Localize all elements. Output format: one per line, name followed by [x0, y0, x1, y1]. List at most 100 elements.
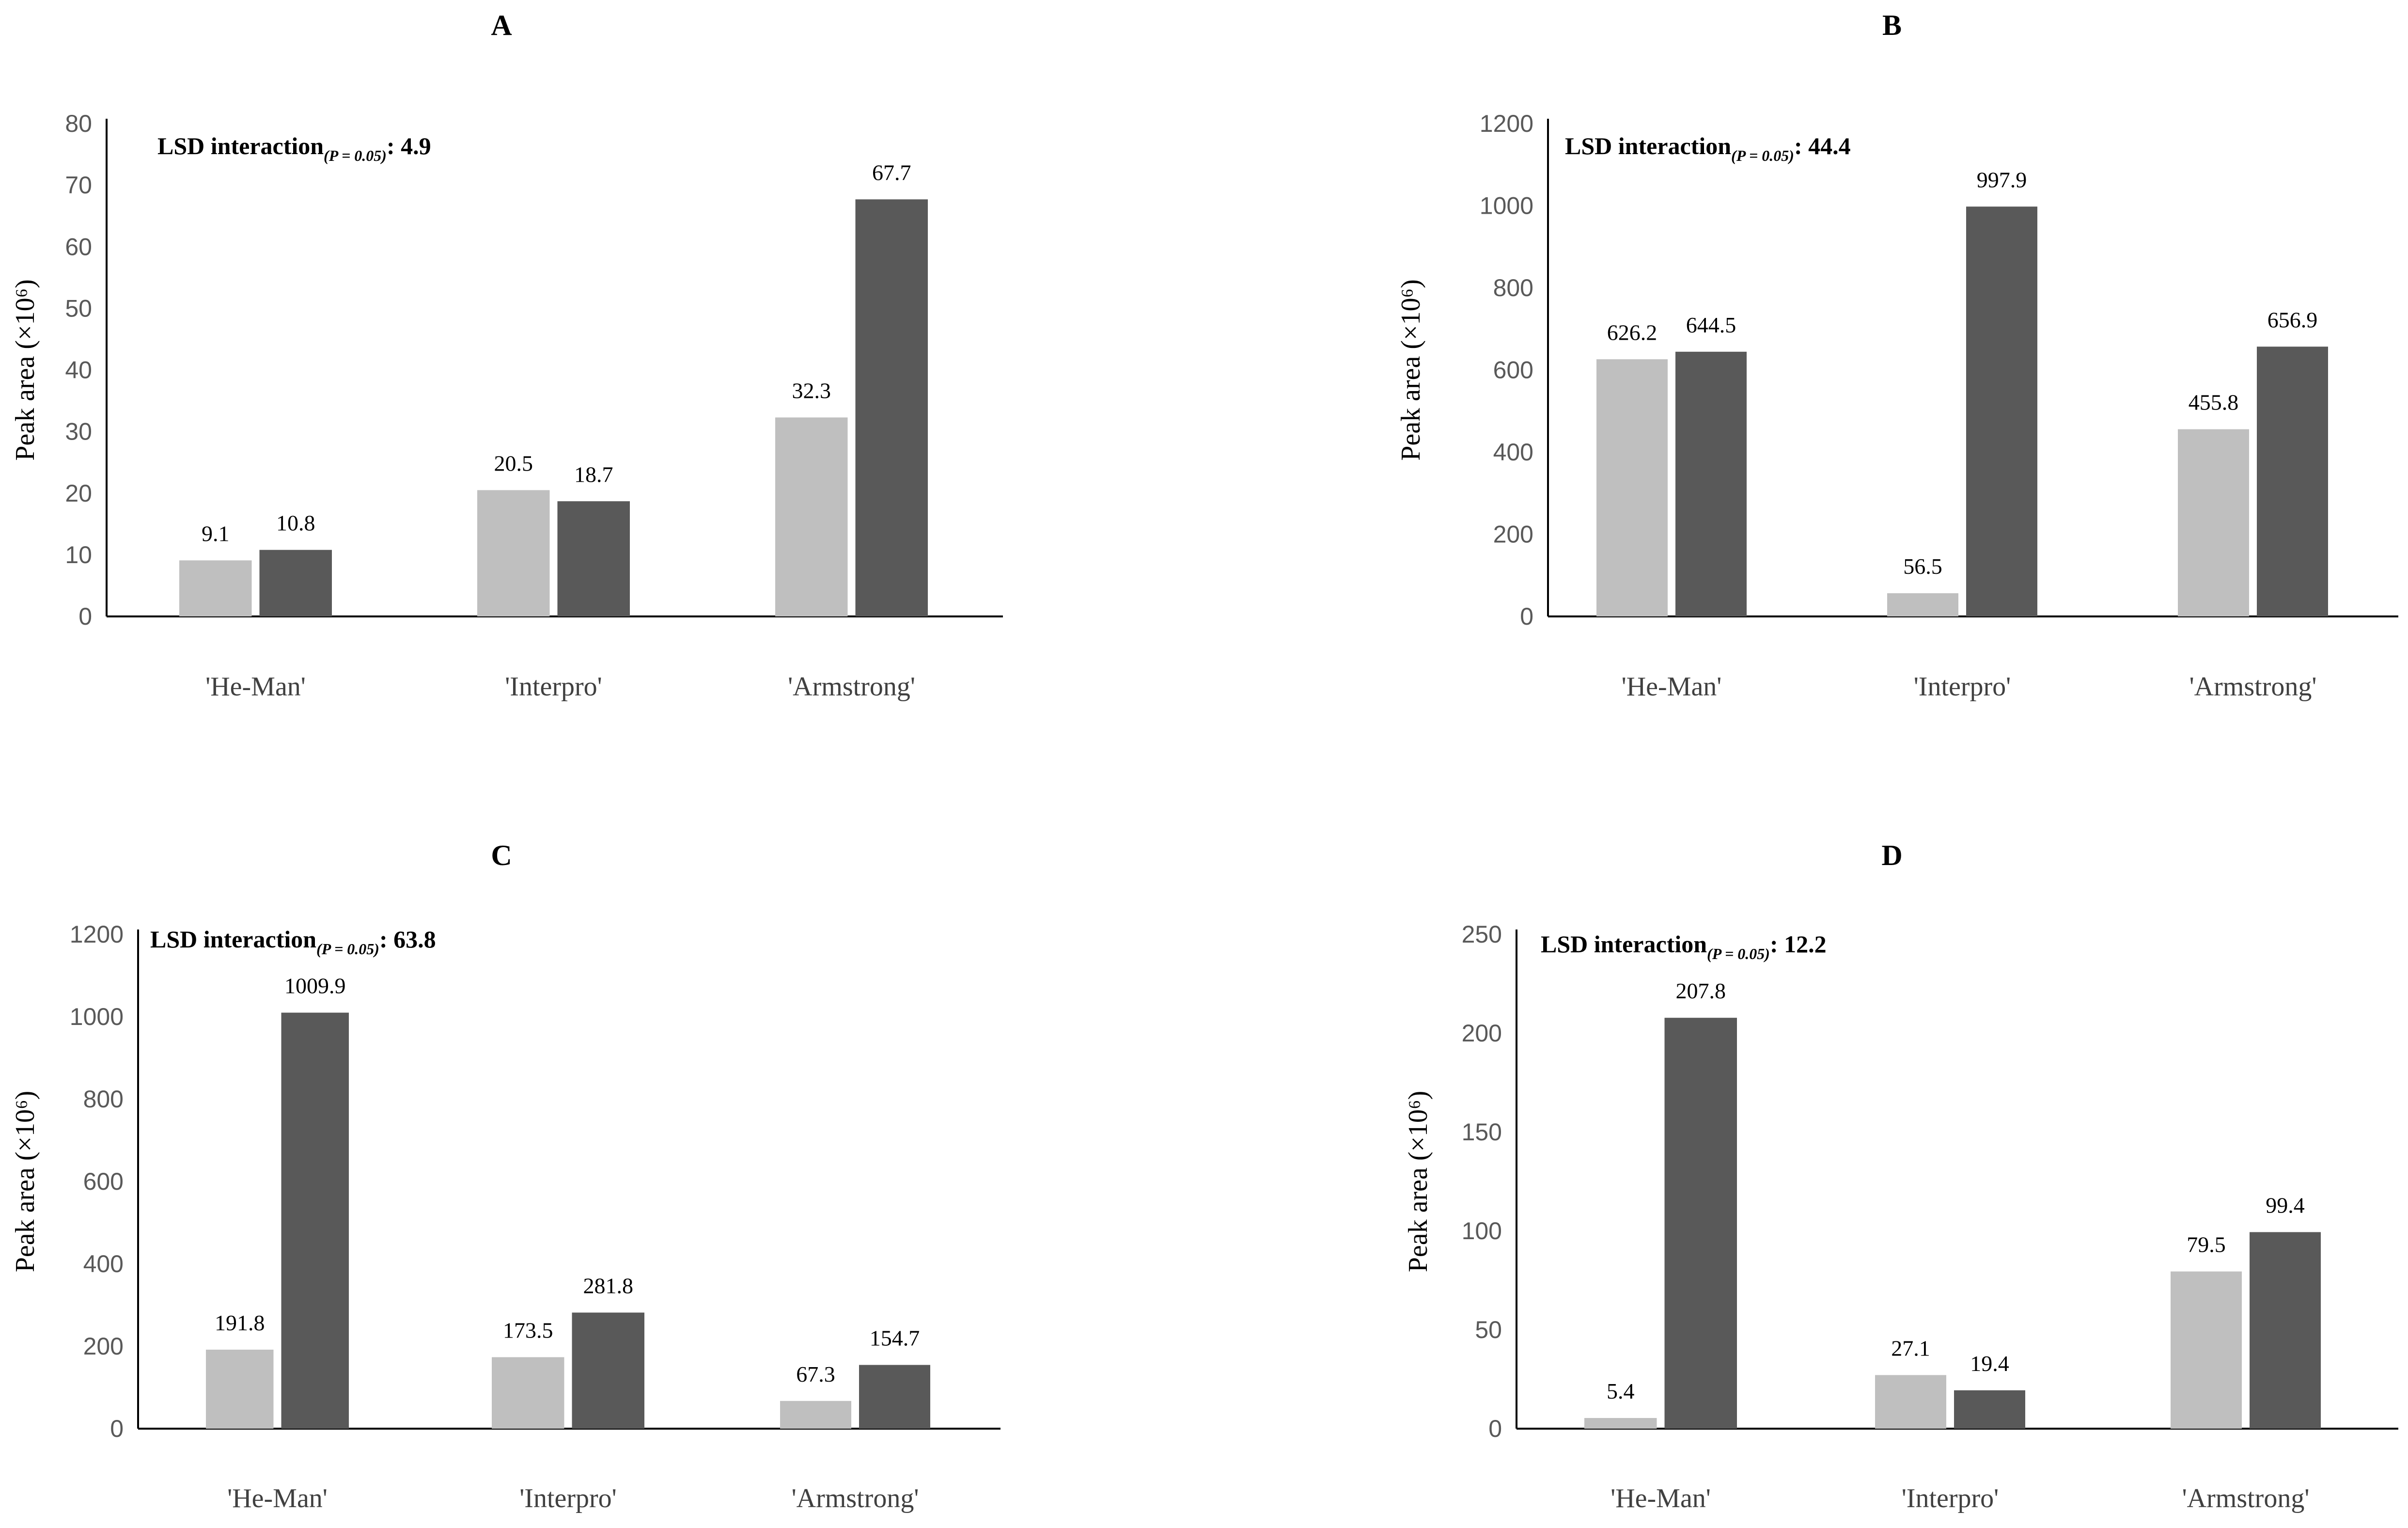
panel-letter: B — [1882, 9, 1902, 41]
y-tick-label: 20 — [65, 480, 92, 507]
x-tick-label: 'Interpro' — [1914, 672, 2011, 702]
y-tick-label: 10 — [65, 541, 92, 568]
y-tick-label: 80 — [65, 110, 92, 137]
y-tick-label: 1000 — [1480, 192, 1533, 220]
bar-series-2-3 — [855, 199, 928, 616]
bar-series-1-3 — [780, 1401, 851, 1429]
y-tick-label: 50 — [1475, 1316, 1502, 1343]
y-tick-label: 800 — [83, 1086, 124, 1113]
data-label: 191.8 — [215, 1310, 265, 1335]
x-tick-label: 'Armstrong' — [2189, 672, 2317, 702]
y-axis-label: Peak area (×10⁶) — [10, 1091, 40, 1272]
lsd-annotation: LSD interaction(P = 0.05): 63.8 — [150, 926, 436, 958]
x-tick-label: 'Interpro' — [505, 672, 602, 702]
data-label: 9.1 — [202, 521, 230, 546]
y-tick-label: 40 — [65, 357, 92, 384]
bar-series-2-2 — [557, 501, 630, 616]
y-tick-label: 1000 — [70, 1003, 124, 1030]
data-label: 281.8 — [583, 1273, 634, 1298]
bar-series-2-2 — [572, 1312, 644, 1429]
y-tick-label: 50 — [65, 295, 92, 322]
y-tick-label: 0 — [78, 603, 92, 630]
x-tick-label: 'Interpro' — [519, 1483, 617, 1513]
lsd-annotation: LSD interaction(P = 0.05): 4.9 — [157, 132, 431, 164]
data-label: 32.3 — [792, 378, 831, 403]
bar-series-2-1 — [1675, 351, 1747, 616]
y-tick-label: 60 — [65, 233, 92, 260]
data-label: 207.8 — [1676, 978, 1726, 1003]
data-label: 644.5 — [1686, 313, 1736, 337]
data-label: 79.5 — [2187, 1232, 2226, 1257]
data-label: 997.9 — [1977, 167, 2027, 192]
chart-panel-c: C 0 200 400 600 800 1000 1200 Peak area (×10⁶) LS… — [10, 839, 1001, 1513]
data-label: 67.3 — [796, 1362, 835, 1386]
data-label: 10.8 — [276, 511, 315, 536]
y-tick-label: 400 — [83, 1250, 124, 1277]
data-label: 19.4 — [1970, 1351, 2009, 1376]
y-tick-label: 400 — [1493, 439, 1533, 466]
bar-series-2-1 — [259, 550, 332, 616]
y-tick-label: 30 — [65, 418, 92, 445]
x-tick-label: 'Armstrong' — [792, 1483, 919, 1513]
y-tick-label: 1200 — [70, 921, 124, 948]
data-label: 67.7 — [872, 160, 911, 185]
data-label: 154.7 — [870, 1326, 920, 1351]
bar-series-1-3 — [775, 417, 848, 616]
chart-panel-b: B 0 200 400 600 800 1000 1200 Peak area (×10⁶) LS… — [1396, 9, 2398, 702]
x-tick-label: 'He-Man' — [1622, 672, 1722, 702]
bar-series-2-3 — [859, 1365, 930, 1429]
data-label: 455.8 — [2189, 390, 2239, 415]
y-axis-label: Peak area (×10⁶) — [1396, 279, 1426, 460]
bar-series-1-1 — [206, 1349, 274, 1429]
bar-series-1-2 — [1887, 593, 1958, 616]
y-tick-label: 200 — [1462, 1020, 1502, 1047]
bar-series-2-3 — [2250, 1232, 2321, 1429]
data-label: 27.1 — [1891, 1336, 1930, 1360]
y-axis-label: Peak area (×10⁶) — [10, 279, 40, 460]
bar-series-2-3 — [2257, 347, 2328, 616]
y-tick-label: 1200 — [1480, 110, 1533, 137]
bar-series-1-2 — [492, 1357, 564, 1429]
x-tick-label: 'Interpro' — [1902, 1483, 1999, 1513]
panel-letter: C — [491, 839, 512, 871]
bar-series-2-2 — [1966, 206, 2037, 616]
y-axis-label: Peak area (×10⁶) — [1403, 1091, 1433, 1272]
lsd-annotation: LSD interaction(P = 0.05): 44.4 — [1565, 132, 1851, 164]
y-tick-label: 100 — [1462, 1217, 1502, 1244]
x-tick-label: 'He-Man' — [1611, 1483, 1711, 1513]
data-label: 656.9 — [2267, 307, 2318, 332]
x-tick-label: 'He-Man' — [227, 1483, 328, 1513]
bar-series-1-1 — [1596, 359, 1668, 616]
chart-panel-a: A 0 10 20 30 40 50 60 70 80 Peak area (×10⁶) LSD in… — [10, 9, 1003, 702]
bar-series-2-1 — [1664, 1018, 1737, 1429]
bar-series-1-3 — [2171, 1271, 2242, 1429]
bar-series-1-1 — [179, 560, 252, 616]
y-tick-label: 200 — [1493, 521, 1533, 548]
data-label: 173.5 — [503, 1318, 553, 1343]
y-tick-label: 0 — [1520, 603, 1533, 630]
bar-series-1-2 — [1875, 1375, 1946, 1429]
data-label: 626.2 — [1607, 320, 1657, 345]
y-tick-label: 800 — [1493, 274, 1533, 301]
data-label: 56.5 — [1903, 554, 1942, 579]
x-tick-label: 'Armstrong' — [788, 672, 915, 702]
lsd-annotation: LSD interaction(P = 0.05): 12.2 — [1541, 930, 1827, 962]
bar-series-1-1 — [1584, 1418, 1657, 1429]
chart-panel-d: D 0 50 100 150 200 250 Peak area (×10⁶) LSD inte… — [1403, 839, 2398, 1513]
y-tick-label: 70 — [65, 172, 92, 199]
data-label: 18.7 — [574, 462, 613, 487]
y-tick-label: 200 — [83, 1333, 124, 1360]
data-label: 99.4 — [2266, 1193, 2305, 1217]
x-tick-label: 'Armstrong' — [2182, 1483, 2310, 1513]
y-tick-label: 600 — [1493, 357, 1533, 384]
y-tick-label: 0 — [110, 1415, 124, 1442]
bar-series-2-2 — [1954, 1390, 2025, 1429]
x-tick-label: 'He-Man' — [205, 672, 306, 702]
panel-letter: D — [1881, 839, 1902, 871]
data-label: 1009.9 — [284, 974, 346, 998]
y-tick-label: 600 — [83, 1168, 124, 1195]
bar-series-1-3 — [2178, 429, 2249, 616]
data-label: 5.4 — [1607, 1379, 1635, 1403]
data-label: 20.5 — [494, 451, 533, 475]
y-tick-label: 250 — [1462, 921, 1502, 948]
